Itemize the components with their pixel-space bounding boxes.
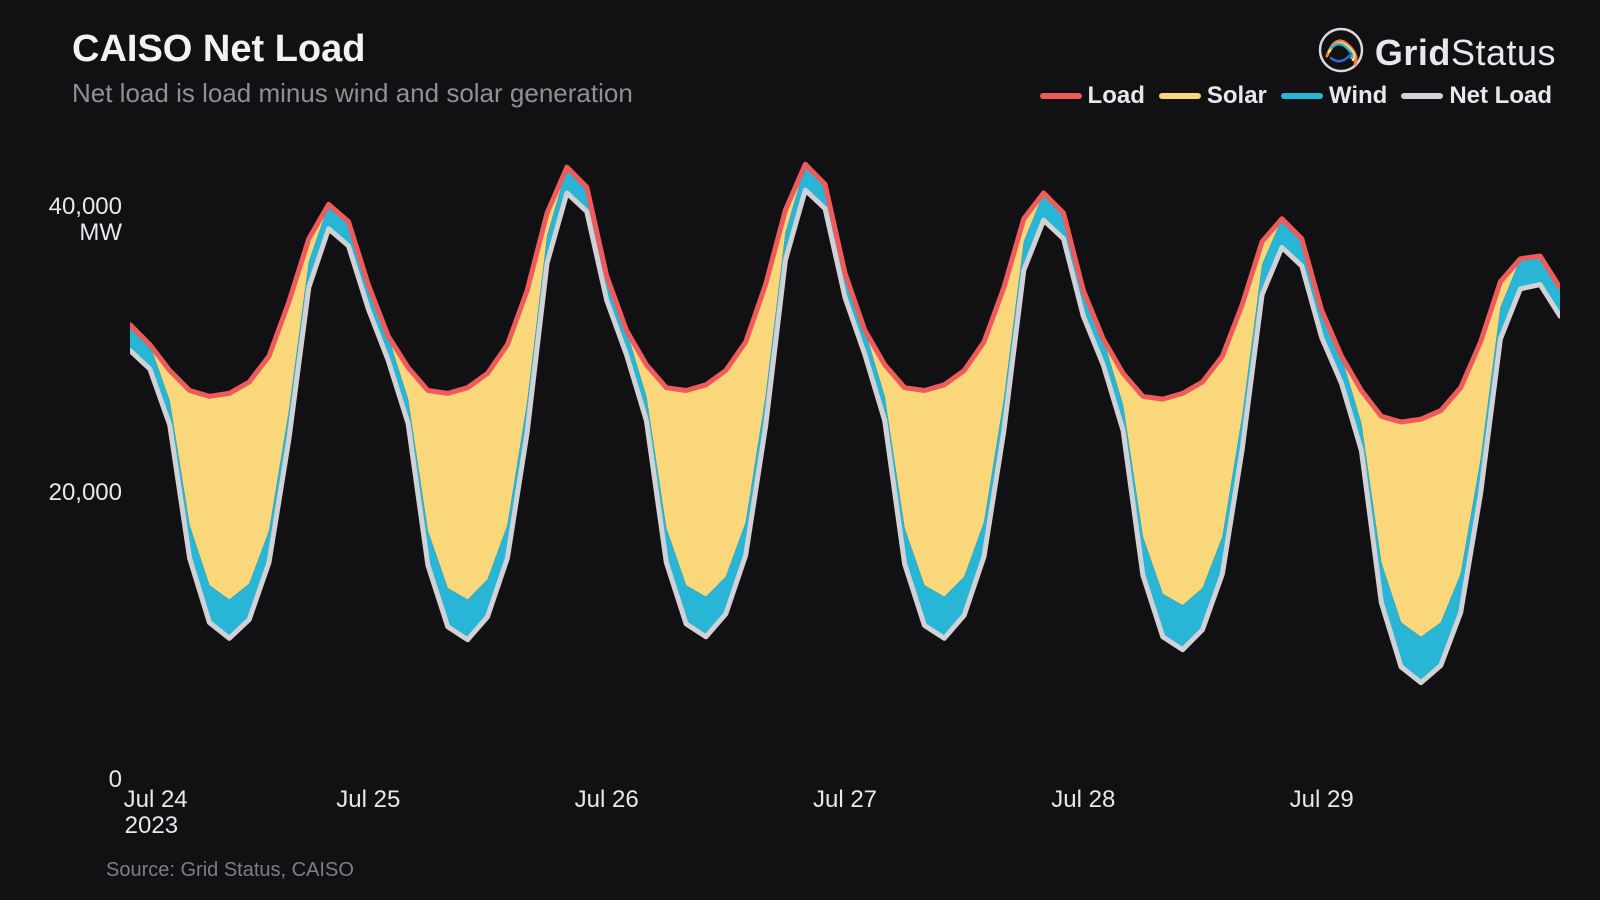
legend-swatch [1040,93,1082,99]
chart-title: CAISO Net Load [72,28,365,71]
legend-item: Load [1040,82,1145,110]
legend-item: Net Load [1401,82,1552,110]
y-tick-label: 40,000 [49,193,122,221]
brand-logo-text: GridStatus [1375,32,1556,74]
x-year-label: 2023 [125,812,178,840]
brand-logo: GridStatus [1317,26,1556,79]
x-tick-label: Jul 24 [124,786,188,814]
legend-item: Wind [1281,82,1387,110]
legend-label: Wind [1329,82,1387,110]
legend-label: Solar [1207,82,1267,110]
y-tick-label: 20,000 [49,479,122,507]
chart-container: CAISO Net Load Net load is load minus wi… [0,0,1600,900]
legend-label: Net Load [1449,82,1552,110]
legend-swatch [1159,93,1201,99]
legend-swatch [1281,93,1323,99]
x-tick-label: Jul 26 [575,786,639,814]
x-tick-label: Jul 29 [1290,786,1354,814]
source-attribution: Source: Grid Status, CAISO [106,859,354,882]
net-load-plot [130,150,1560,780]
legend-label: Load [1088,82,1145,110]
y-tick-label: 0 [109,766,122,794]
chart-subtitle: Net load is load minus wind and solar ge… [72,78,633,109]
legend-swatch [1401,93,1443,99]
y-unit-label: MW [79,219,122,247]
gridstatus-swirl-icon [1317,26,1365,79]
legend: Load Solar Wind Net Load [1040,82,1552,110]
x-tick-label: Jul 28 [1051,786,1115,814]
x-tick-label: Jul 27 [813,786,877,814]
x-tick-label: Jul 25 [336,786,400,814]
legend-item: Solar [1159,82,1267,110]
